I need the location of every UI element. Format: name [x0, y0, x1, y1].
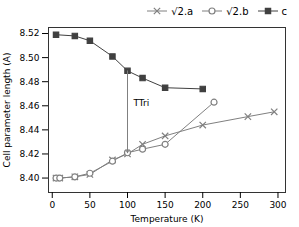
- svg-text:8.50: 8.50: [19, 52, 39, 62]
- svg-text:8.40: 8.40: [19, 173, 39, 183]
- svg-text:8.52: 8.52: [19, 28, 39, 38]
- svg-text:0: 0: [49, 200, 55, 210]
- svg-text:50: 50: [84, 200, 96, 210]
- svg-text:8.46: 8.46: [19, 101, 39, 111]
- svg-text:8.42: 8.42: [19, 149, 39, 159]
- svg-text:150: 150: [157, 200, 174, 210]
- svg-text:TTri: TTri: [133, 98, 150, 108]
- svg-text:8.48: 8.48: [19, 77, 39, 87]
- svg-text:300: 300: [269, 200, 286, 210]
- html-text:√2.b: √2.b: [226, 5, 249, 17]
- svg-text:250: 250: [232, 200, 249, 210]
- svg-text:Cell parameter length (A): Cell parameter length (A): [2, 53, 12, 168]
- svg-text:200: 200: [194, 200, 211, 210]
- svg-text:100: 100: [119, 200, 136, 210]
- html-text:√2.a: √2.a: [171, 5, 194, 17]
- svg-text:Temperature (K): Temperature (K): [130, 214, 204, 224]
- svg-text:8.44: 8.44: [19, 125, 39, 135]
- html-text:c: c: [281, 5, 287, 17]
